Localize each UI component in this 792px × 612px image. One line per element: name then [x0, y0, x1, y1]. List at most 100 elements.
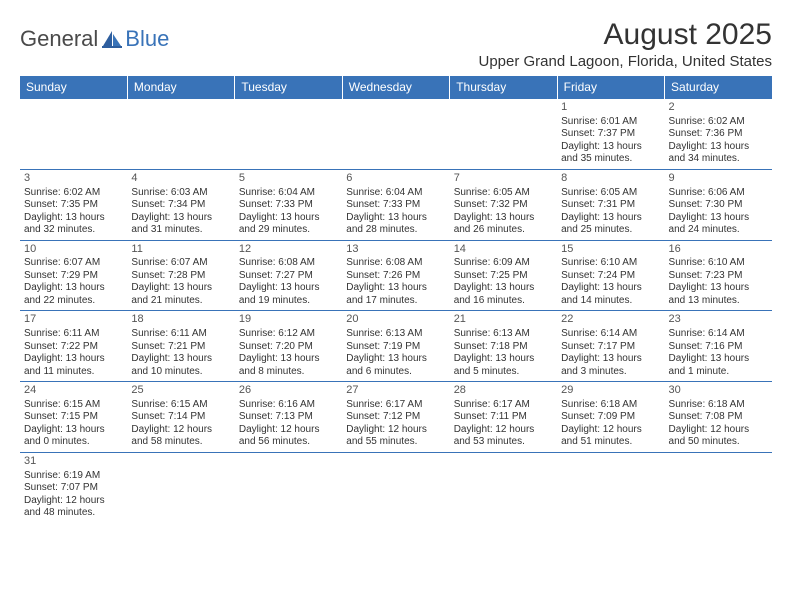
- logo: General Blue: [20, 26, 169, 52]
- calendar-body: 1Sunrise: 6:01 AMSunset: 7:37 PMDaylight…: [20, 99, 772, 523]
- daylight-line-1: Daylight: 13 hours: [561, 353, 660, 366]
- daylight-line-1: Daylight: 13 hours: [454, 353, 553, 366]
- sunrise-line: Sunrise: 6:15 AM: [24, 399, 123, 412]
- daylight-line-1: Daylight: 12 hours: [669, 424, 768, 437]
- day-number: 9: [669, 172, 768, 186]
- daylight-line-1: Daylight: 12 hours: [131, 424, 230, 437]
- sunrise-line: Sunrise: 6:11 AM: [24, 328, 123, 341]
- daylight-line-2: and 28 minutes.: [346, 224, 445, 237]
- daylight-line-2: and 16 minutes.: [454, 295, 553, 308]
- daylight-line-1: Daylight: 13 hours: [346, 353, 445, 366]
- day-number: 23: [669, 313, 768, 327]
- day-number: 17: [24, 313, 123, 327]
- daylight-line-2: and 25 minutes.: [561, 224, 660, 237]
- calendar-empty-cell: [20, 99, 127, 170]
- day-number: 22: [561, 313, 660, 327]
- day-number: 30: [669, 384, 768, 398]
- calendar-day-cell: 25Sunrise: 6:15 AMSunset: 7:14 PMDayligh…: [127, 382, 234, 453]
- sunset-line: Sunset: 7:13 PM: [239, 411, 338, 424]
- daylight-line-2: and 55 minutes.: [346, 436, 445, 449]
- calendar-empty-cell: [450, 99, 557, 170]
- sunset-line: Sunset: 7:20 PM: [239, 341, 338, 354]
- sunset-line: Sunset: 7:07 PM: [24, 482, 123, 495]
- sunset-line: Sunset: 7:33 PM: [239, 199, 338, 212]
- day-header: Monday: [127, 76, 234, 99]
- daylight-line-1: Daylight: 13 hours: [131, 353, 230, 366]
- daylight-line-2: and 24 minutes.: [669, 224, 768, 237]
- sunrise-line: Sunrise: 6:05 AM: [454, 187, 553, 200]
- daylight-line-1: Daylight: 13 hours: [24, 212, 123, 225]
- day-number: 2: [669, 101, 768, 115]
- daylight-line-1: Daylight: 12 hours: [239, 424, 338, 437]
- sunrise-line: Sunrise: 6:18 AM: [669, 399, 768, 412]
- daylight-line-2: and 51 minutes.: [561, 436, 660, 449]
- calendar-day-cell: 12Sunrise: 6:08 AMSunset: 7:27 PMDayligh…: [235, 240, 342, 311]
- calendar-day-cell: 1Sunrise: 6:01 AMSunset: 7:37 PMDaylight…: [557, 99, 664, 170]
- daylight-line-1: Daylight: 13 hours: [669, 353, 768, 366]
- calendar-day-cell: 9Sunrise: 6:06 AMSunset: 7:30 PMDaylight…: [665, 169, 772, 240]
- sunrise-line: Sunrise: 6:02 AM: [669, 116, 768, 129]
- day-number: 11: [131, 243, 230, 257]
- daylight-line-2: and 8 minutes.: [239, 366, 338, 379]
- day-header: Tuesday: [235, 76, 342, 99]
- sunset-line: Sunset: 7:16 PM: [669, 341, 768, 354]
- day-header: Thursday: [450, 76, 557, 99]
- calendar-week-row: 31Sunrise: 6:19 AMSunset: 7:07 PMDayligh…: [20, 452, 772, 522]
- sunrise-line: Sunrise: 6:12 AM: [239, 328, 338, 341]
- calendar-day-cell: 31Sunrise: 6:19 AMSunset: 7:07 PMDayligh…: [20, 452, 127, 522]
- sunrise-line: Sunrise: 6:17 AM: [346, 399, 445, 412]
- day-number: 13: [346, 243, 445, 257]
- day-number: 5: [239, 172, 338, 186]
- calendar-empty-cell: [665, 452, 772, 522]
- calendar-empty-cell: [235, 99, 342, 170]
- sunset-line: Sunset: 7:24 PM: [561, 270, 660, 283]
- day-number: 19: [239, 313, 338, 327]
- calendar-day-cell: 29Sunrise: 6:18 AMSunset: 7:09 PMDayligh…: [557, 382, 664, 453]
- daylight-line-2: and 29 minutes.: [239, 224, 338, 237]
- sunrise-line: Sunrise: 6:11 AM: [131, 328, 230, 341]
- daylight-line-2: and 11 minutes.: [24, 366, 123, 379]
- sunset-line: Sunset: 7:22 PM: [24, 341, 123, 354]
- calendar-day-cell: 22Sunrise: 6:14 AMSunset: 7:17 PMDayligh…: [557, 311, 664, 382]
- daylight-line-1: Daylight: 13 hours: [669, 212, 768, 225]
- sunrise-line: Sunrise: 6:07 AM: [24, 257, 123, 270]
- day-number: 24: [24, 384, 123, 398]
- day-header: Saturday: [665, 76, 772, 99]
- sunset-line: Sunset: 7:26 PM: [346, 270, 445, 283]
- calendar-week-row: 3Sunrise: 6:02 AMSunset: 7:35 PMDaylight…: [20, 169, 772, 240]
- sunset-line: Sunset: 7:30 PM: [669, 199, 768, 212]
- daylight-line-2: and 22 minutes.: [24, 295, 123, 308]
- day-header: Wednesday: [342, 76, 449, 99]
- calendar-day-cell: 14Sunrise: 6:09 AMSunset: 7:25 PMDayligh…: [450, 240, 557, 311]
- day-number: 7: [454, 172, 553, 186]
- sunset-line: Sunset: 7:31 PM: [561, 199, 660, 212]
- sunset-line: Sunset: 7:28 PM: [131, 270, 230, 283]
- day-number: 6: [346, 172, 445, 186]
- sunrise-line: Sunrise: 6:05 AM: [561, 187, 660, 200]
- sunset-line: Sunset: 7:35 PM: [24, 199, 123, 212]
- calendar-empty-cell: [450, 452, 557, 522]
- daylight-line-1: Daylight: 13 hours: [24, 353, 123, 366]
- daylight-line-2: and 48 minutes.: [24, 507, 123, 520]
- logo-text-1: General: [20, 26, 98, 52]
- sunrise-line: Sunrise: 6:07 AM: [131, 257, 230, 270]
- calendar-day-cell: 4Sunrise: 6:03 AMSunset: 7:34 PMDaylight…: [127, 169, 234, 240]
- daylight-line-1: Daylight: 13 hours: [346, 282, 445, 295]
- calendar-day-cell: 17Sunrise: 6:11 AMSunset: 7:22 PMDayligh…: [20, 311, 127, 382]
- daylight-line-2: and 14 minutes.: [561, 295, 660, 308]
- sunrise-line: Sunrise: 6:01 AM: [561, 116, 660, 129]
- calendar-day-cell: 18Sunrise: 6:11 AMSunset: 7:21 PMDayligh…: [127, 311, 234, 382]
- daylight-line-1: Daylight: 13 hours: [131, 212, 230, 225]
- calendar-day-cell: 15Sunrise: 6:10 AMSunset: 7:24 PMDayligh…: [557, 240, 664, 311]
- daylight-line-1: Daylight: 13 hours: [131, 282, 230, 295]
- calendar-day-cell: 3Sunrise: 6:02 AMSunset: 7:35 PMDaylight…: [20, 169, 127, 240]
- daylight-line-1: Daylight: 13 hours: [24, 424, 123, 437]
- sunrise-line: Sunrise: 6:10 AM: [561, 257, 660, 270]
- sunset-line: Sunset: 7:37 PM: [561, 128, 660, 141]
- daylight-line-2: and 58 minutes.: [131, 436, 230, 449]
- logo-text-2: Blue: [125, 26, 169, 52]
- daylight-line-2: and 5 minutes.: [454, 366, 553, 379]
- daylight-line-2: and 32 minutes.: [24, 224, 123, 237]
- daylight-line-2: and 6 minutes.: [346, 366, 445, 379]
- calendar-day-cell: 11Sunrise: 6:07 AMSunset: 7:28 PMDayligh…: [127, 240, 234, 311]
